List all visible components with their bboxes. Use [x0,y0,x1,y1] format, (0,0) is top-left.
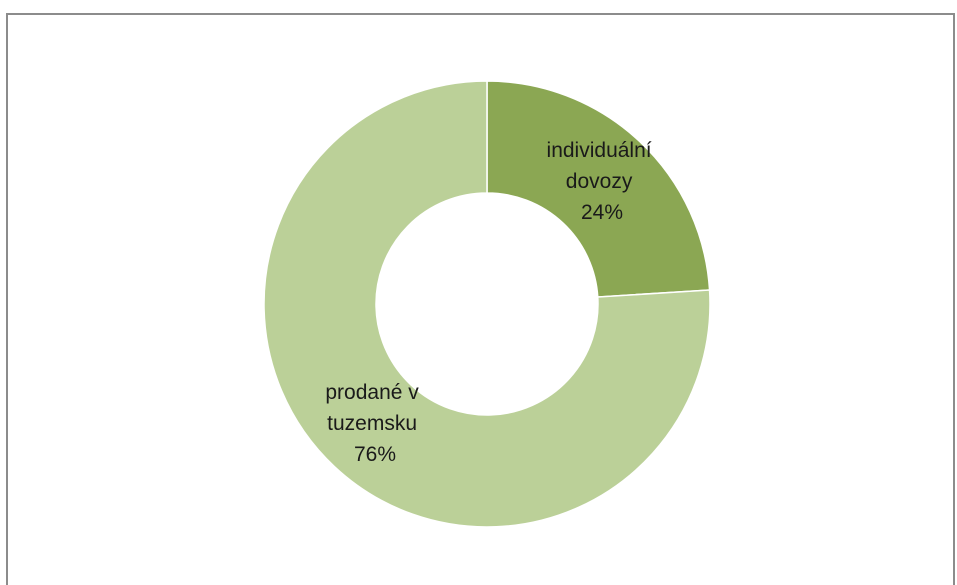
slice-label-line: dovozy [566,170,633,193]
slice-individual-imports [486,80,711,298]
slice-value-label: 24% [581,201,623,224]
donut-slices [263,80,711,528]
slice-label-line: individuální [547,139,652,162]
slice-domestic-sales [263,80,711,528]
chart-frame-right-edge [953,13,955,585]
slice-value-label: 76% [354,443,396,466]
slice-label-line: prodané v [325,381,419,404]
slice-label-individual-imports: individuální dovozy 24% [547,139,658,224]
slice-label-domestic-sales: prodané v tuzemsku 76% [325,381,424,466]
slice-label-line: tuzemsku [327,412,417,435]
